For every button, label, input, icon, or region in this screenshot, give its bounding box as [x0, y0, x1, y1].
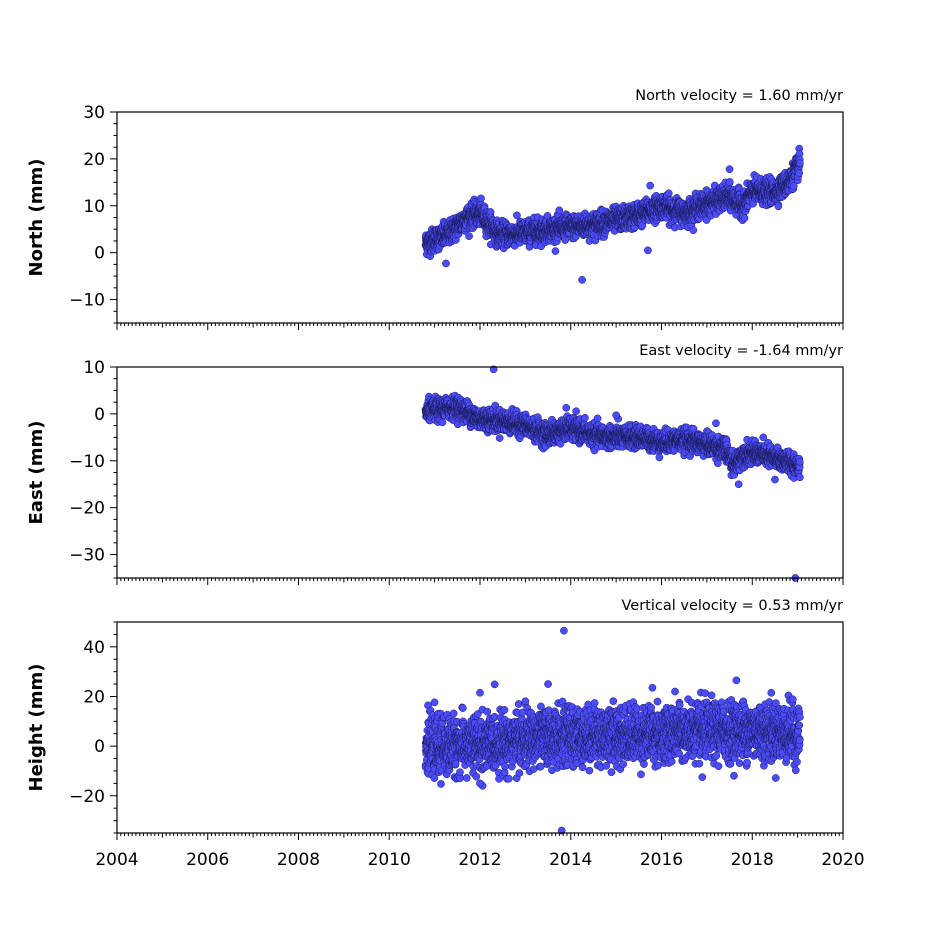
y-tick-label: 30	[83, 103, 105, 123]
north-data-point	[725, 178, 734, 186]
north-points	[421, 144, 804, 284]
east-data-point	[572, 407, 580, 416]
north-outlier-point	[725, 165, 734, 174]
north-data-point	[465, 232, 473, 241]
east-data-point	[581, 413, 589, 422]
north-outlier-point	[644, 246, 652, 255]
east-points	[421, 365, 804, 582]
north-velocity-title: North velocity = 1.60 mm/yr	[635, 88, 843, 104]
east-data-point	[495, 434, 504, 442]
north-panel: −10 0 10 20 30 North (mm) North velocity = 1.6…	[26, 88, 844, 330]
y-tick-label: 20	[83, 150, 105, 170]
north-data-point	[774, 202, 783, 211]
north-data-point	[551, 247, 560, 255]
north-ylabel: North (mm)	[26, 159, 47, 277]
north-data-point	[555, 206, 564, 215]
y-tick-label: 0	[94, 244, 105, 264]
north-x-axis	[116, 323, 844, 330]
north-data-point	[740, 214, 749, 222]
east-data-point	[438, 418, 447, 427]
y-tick-label: 10	[83, 197, 105, 217]
north-outlier-point	[578, 276, 586, 284]
north-data-point	[477, 194, 485, 203]
north-data-point	[796, 159, 804, 168]
north-data-point	[664, 189, 673, 198]
north-outlier-point	[646, 181, 655, 190]
y-tick-label: −10	[69, 291, 105, 311]
north-data-point	[689, 226, 698, 235]
north-data-point	[795, 169, 803, 178]
north-y-axis: −10 0 10 20 30	[69, 103, 117, 324]
north-outlier-point	[442, 259, 450, 268]
east-data-point	[593, 414, 602, 423]
